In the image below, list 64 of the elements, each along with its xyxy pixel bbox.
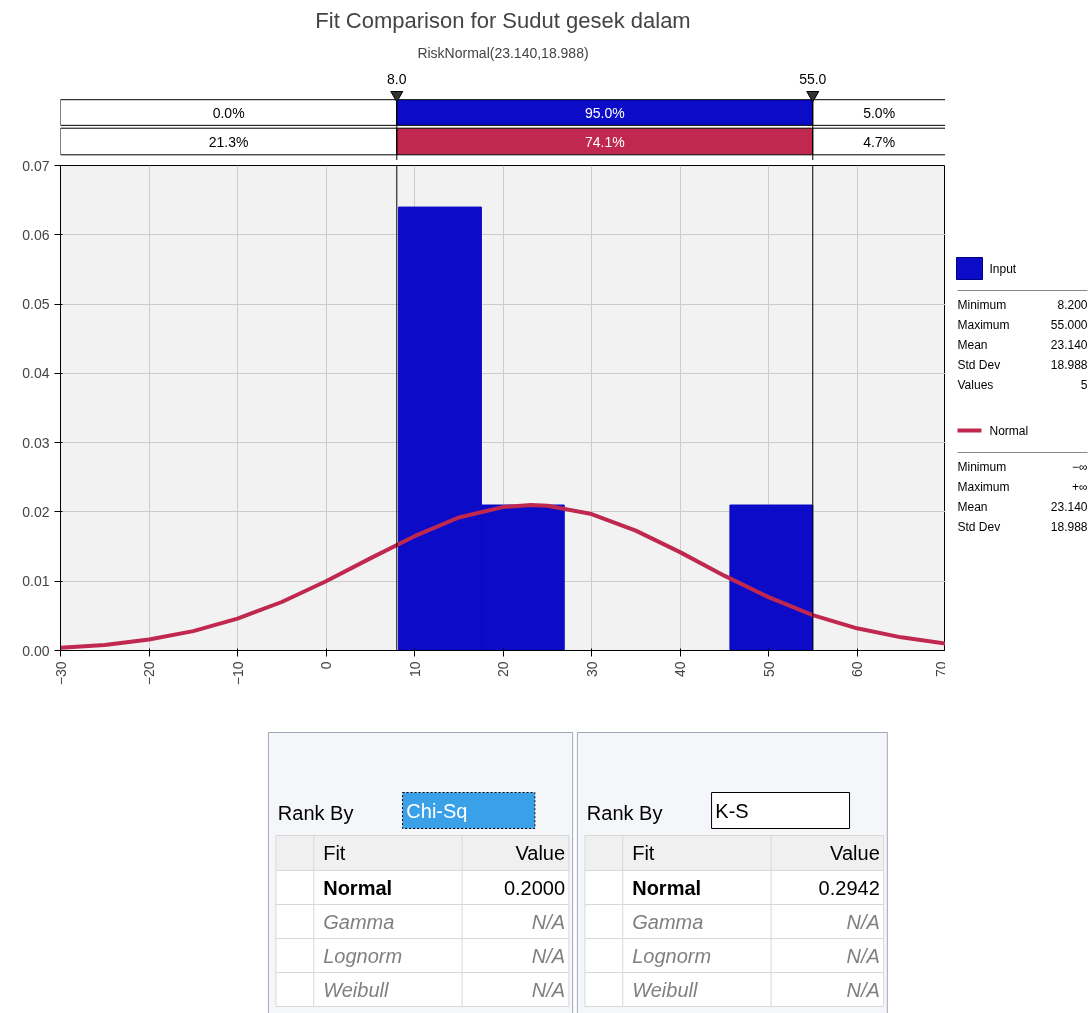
y-tick-label: 0.06 [22,226,50,243]
text: Minimum 8.200 [957,297,1088,312]
text: Chi-Sq [406,799,468,822]
text: Rank By [586,801,663,824]
text: 0.2942 [818,876,880,899]
legend-label: Input [989,261,1017,276]
x-tick-label: −10 [229,661,246,686]
text: N/A [531,910,566,933]
ref-line-label: 8.0 [387,70,407,87]
text: 21.3% [208,133,249,150]
x-tick-label: 20 [495,661,511,678]
text: Fit [632,842,655,864]
text: Value [830,842,880,864]
y-tick-label: 0.04 [22,365,50,382]
text: 0.2000 [503,876,566,899]
y-tick-label: 0.05 [22,296,50,313]
text: 4.7% [863,133,896,150]
text: Std Dev 18.988 [957,357,1088,372]
ref-line-label: 55.0 [799,70,827,87]
text: N/A [531,944,566,967]
text: Weibull [632,978,698,1001]
x-tick-label: 50 [760,661,777,678]
text: N/A [846,978,880,1001]
text: Rank By [277,801,354,824]
text: Std Dev 18.988 [957,519,1088,534]
text: N/A [846,944,880,967]
text: Weibull [323,978,389,1001]
text: Normal [323,876,393,899]
chart-subtitle: RiskNormal(23.140,18.988) [417,44,589,61]
text: 95.0% [584,104,625,121]
text: Maximum 55.000 [957,317,1088,332]
text: Fit [323,842,346,864]
x-tick-label: 30 [583,661,600,678]
x-tick-label: −30 [52,661,69,686]
y-tick-label: 0.00 [22,642,50,659]
text: Value [515,842,566,864]
text: Minimum −∞ [957,459,1088,474]
text: Values 5 [957,377,1088,392]
y-tick-label: 0.02 [22,503,50,520]
y-tick-label: 0.01 [22,573,50,590]
x-tick-label: 70 [932,661,949,678]
x-tick-label: 60 [849,661,865,678]
text: 0.0% [212,104,245,121]
text: N/A [531,978,566,1001]
text: N/A [846,910,880,933]
x-tick-label: 40 [672,661,688,678]
text: Maximum +∞ [957,479,1088,494]
text: Gamma [632,910,704,933]
x-tick-label: −20 [141,661,157,686]
text: Normal [632,876,702,899]
text: 74.1% [584,133,625,150]
text: Gamma [323,910,395,933]
x-tick-label: 10 [406,661,423,678]
y-tick-label: 0.07 [22,157,50,174]
text: Mean 23.140 [957,337,1088,352]
x-tick-label: 0 [318,661,334,670]
text: Lognorm [632,944,712,967]
text: K-S [715,799,749,822]
chart-title: Fit Comparison for Sudut gesek dalam [315,7,691,33]
y-tick-label: 0.03 [22,434,50,451]
legend-label: Normal [989,423,1029,438]
text: 5.0% [863,104,896,121]
text: Mean 23.140 [957,499,1088,514]
text: Lognorm [323,944,403,967]
